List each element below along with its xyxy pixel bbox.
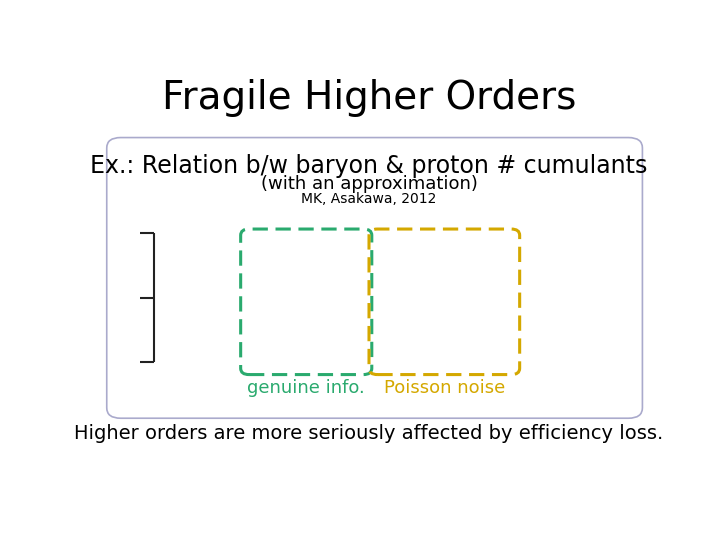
Text: Ex.: Relation b/w baryon & proton # cumulants: Ex.: Relation b/w baryon & proton # cumu…: [90, 154, 648, 178]
Text: Poisson noise: Poisson noise: [384, 379, 505, 397]
Text: MK, Asakawa, 2012: MK, Asakawa, 2012: [301, 192, 437, 206]
Text: Higher orders are more seriously affected by efficiency loss.: Higher orders are more seriously affecte…: [74, 424, 664, 443]
Text: (with an approximation): (with an approximation): [261, 175, 477, 193]
Text: Fragile Higher Orders: Fragile Higher Orders: [162, 79, 576, 117]
Text: genuine info.: genuine info.: [248, 379, 365, 397]
FancyBboxPatch shape: [107, 138, 642, 418]
